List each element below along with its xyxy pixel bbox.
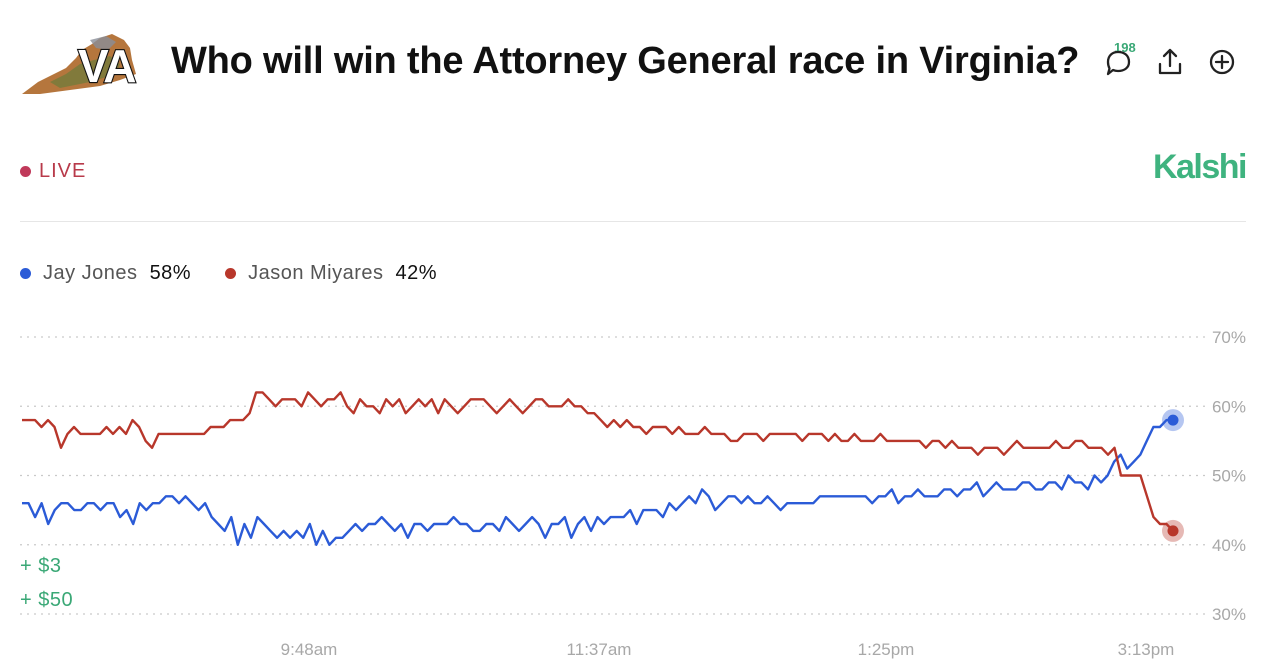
live-indicator: LIVE xyxy=(20,160,86,183)
virginia-state-logo: VA xyxy=(22,34,138,94)
end-marker-jones xyxy=(1167,414,1179,426)
y-tick-label: 30% xyxy=(1212,605,1246,624)
end-marker-miyares xyxy=(1167,525,1179,537)
y-tick-label: 40% xyxy=(1212,536,1246,555)
y-tick-label: 50% xyxy=(1212,467,1246,486)
legend-dot-miyares xyxy=(225,268,237,279)
legend-value: 58% xyxy=(149,262,192,284)
add-button[interactable] xyxy=(1204,44,1240,80)
share-button[interactable] xyxy=(1152,44,1188,80)
x-tick-label: 3:13pm xyxy=(1118,640,1175,659)
logo-text: VA xyxy=(78,40,135,92)
plus-circle-icon xyxy=(1209,49,1235,75)
bet-button-small[interactable]: + $3 xyxy=(20,555,62,577)
brand-logo[interactable]: Kalshi xyxy=(1152,148,1248,186)
y-tick-label: 70% xyxy=(1212,328,1246,347)
legend-item-miyares[interactable]: Jason Miyares 42% xyxy=(225,262,437,285)
divider xyxy=(20,221,1246,222)
chart-legend: Jay Jones 58% Jason Miyares 42% xyxy=(20,262,471,285)
header: VA Who will win the Attorney General rac… xyxy=(0,0,1278,120)
legend-name: Jason Miyares xyxy=(248,262,384,284)
legend-value: 42% xyxy=(395,262,438,284)
x-tick-label: 1:25pm xyxy=(858,640,915,659)
x-tick-label: 11:37am xyxy=(567,640,632,659)
live-dot xyxy=(20,166,31,177)
comment-button[interactable] xyxy=(1100,44,1136,80)
bet-button-large[interactable]: + $50 xyxy=(20,589,74,611)
legend-name: Jay Jones xyxy=(43,262,138,284)
page-title: Who will win the Attorney General race i… xyxy=(171,40,1080,82)
legend-dot-jones xyxy=(20,268,31,279)
y-tick-label: 60% xyxy=(1212,397,1246,416)
comment-icon xyxy=(1106,50,1131,76)
x-tick-label: 9:48am xyxy=(281,640,338,659)
share-icon xyxy=(1158,48,1182,75)
live-label: LIVE xyxy=(39,160,87,182)
price-chart[interactable]: 70% 60% 50% 40% 30% 9:48am 11:37am 1:25pm 3:13pm xyxy=(0,300,1278,668)
series-line-miyares xyxy=(22,391,1174,532)
legend-item-jones[interactable]: Jay Jones 58% xyxy=(20,262,191,285)
series-line-jones xyxy=(22,418,1173,547)
